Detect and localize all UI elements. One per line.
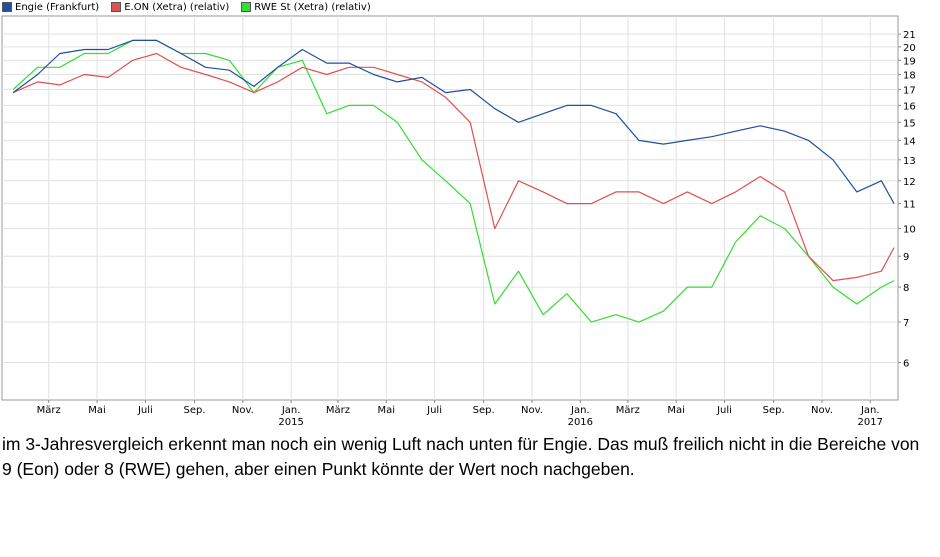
y-tick-label: 6 [903,358,909,369]
grid-lines [2,16,898,400]
y-tick-label: 19 [903,56,916,67]
x-tick-year-label: 2016 [568,417,593,428]
x-tick-label: Sep. [183,405,205,416]
y-tick-label: 12 [903,177,916,188]
y-tick-label: 20 [903,43,916,54]
x-tick-label: Mai [88,405,106,416]
x-tick-label: März [616,405,640,416]
legend-label-rwe: RWE St (Xetra) (relativ) [254,1,371,13]
y-axis: 6 7 8 9 10 11 12 13 14 15 16 17 18 19 20 21 [898,30,916,369]
y-tick-label: 21 [903,30,916,41]
caption-text: im 3-Jahresvergleich erkennt man noch ei… [2,434,920,479]
x-tick-label: Juli [137,405,153,416]
y-tick-label: 10 [903,225,916,236]
stock-chart: 6 7 8 9 10 11 12 13 14 15 16 17 18 19 20 21 März Mai Juli… [1,15,916,428]
x-tick-label: Jan. [860,405,880,416]
x-tick-label: Jan. [570,405,590,416]
series-line-eon [12,52,895,282]
y-tick-label: 18 [903,70,916,81]
legend-label-eon: E.ON (Xetra) (relativ) [124,1,230,13]
x-tick-year-label: 2017 [858,417,883,428]
y-tick-label: 7 [903,318,909,329]
x-tick-year-label: 2015 [278,417,303,428]
y-tick-label: 15 [903,118,916,129]
chart-legend: Engie (Frankfurt) E.ON (Xetra) (relativ)… [2,0,383,14]
x-tick-label: März [326,405,350,416]
plot-area [1,15,899,401]
x-tick-label: Nov. [232,405,254,416]
legend-item-eon: E.ON (Xetra) (relativ) [111,2,229,13]
x-tick-label: Mai [667,405,685,416]
x-tick-label: Juli [716,405,732,416]
y-tick-label: 8 [903,283,909,294]
y-tick-label: 16 [903,101,916,112]
y-tick-label: 11 [903,200,916,211]
x-tick-label: März [37,405,61,416]
legend-label-engie: Engie (Frankfurt) [15,1,100,13]
x-tick-label: Juli [426,405,442,416]
x-tick-label: Nov. [521,405,543,416]
x-tick-label: Sep. [473,405,495,416]
series-lines [12,39,895,323]
y-tick-label: 14 [903,136,916,147]
y-tick-label: 17 [903,85,916,96]
x-tick-label: Nov. [811,405,833,416]
x-tick-label: Jan. [281,405,301,416]
legend-swatch-eon [111,2,122,12]
x-tick-label: Mai [377,405,395,416]
y-tick-label: 13 [903,156,916,167]
x-tick-label: Sep. [763,405,785,416]
legend-swatch-engie [2,2,12,12]
y-tick-label: 9 [903,252,909,263]
legend-item-rwe: RWE St (Xetra) (relativ) [241,1,371,13]
series-line-engie [12,39,895,204]
legend-item-engie: Engie (Frankfurt) [2,2,99,13]
legend-swatch-rwe [241,2,252,12]
